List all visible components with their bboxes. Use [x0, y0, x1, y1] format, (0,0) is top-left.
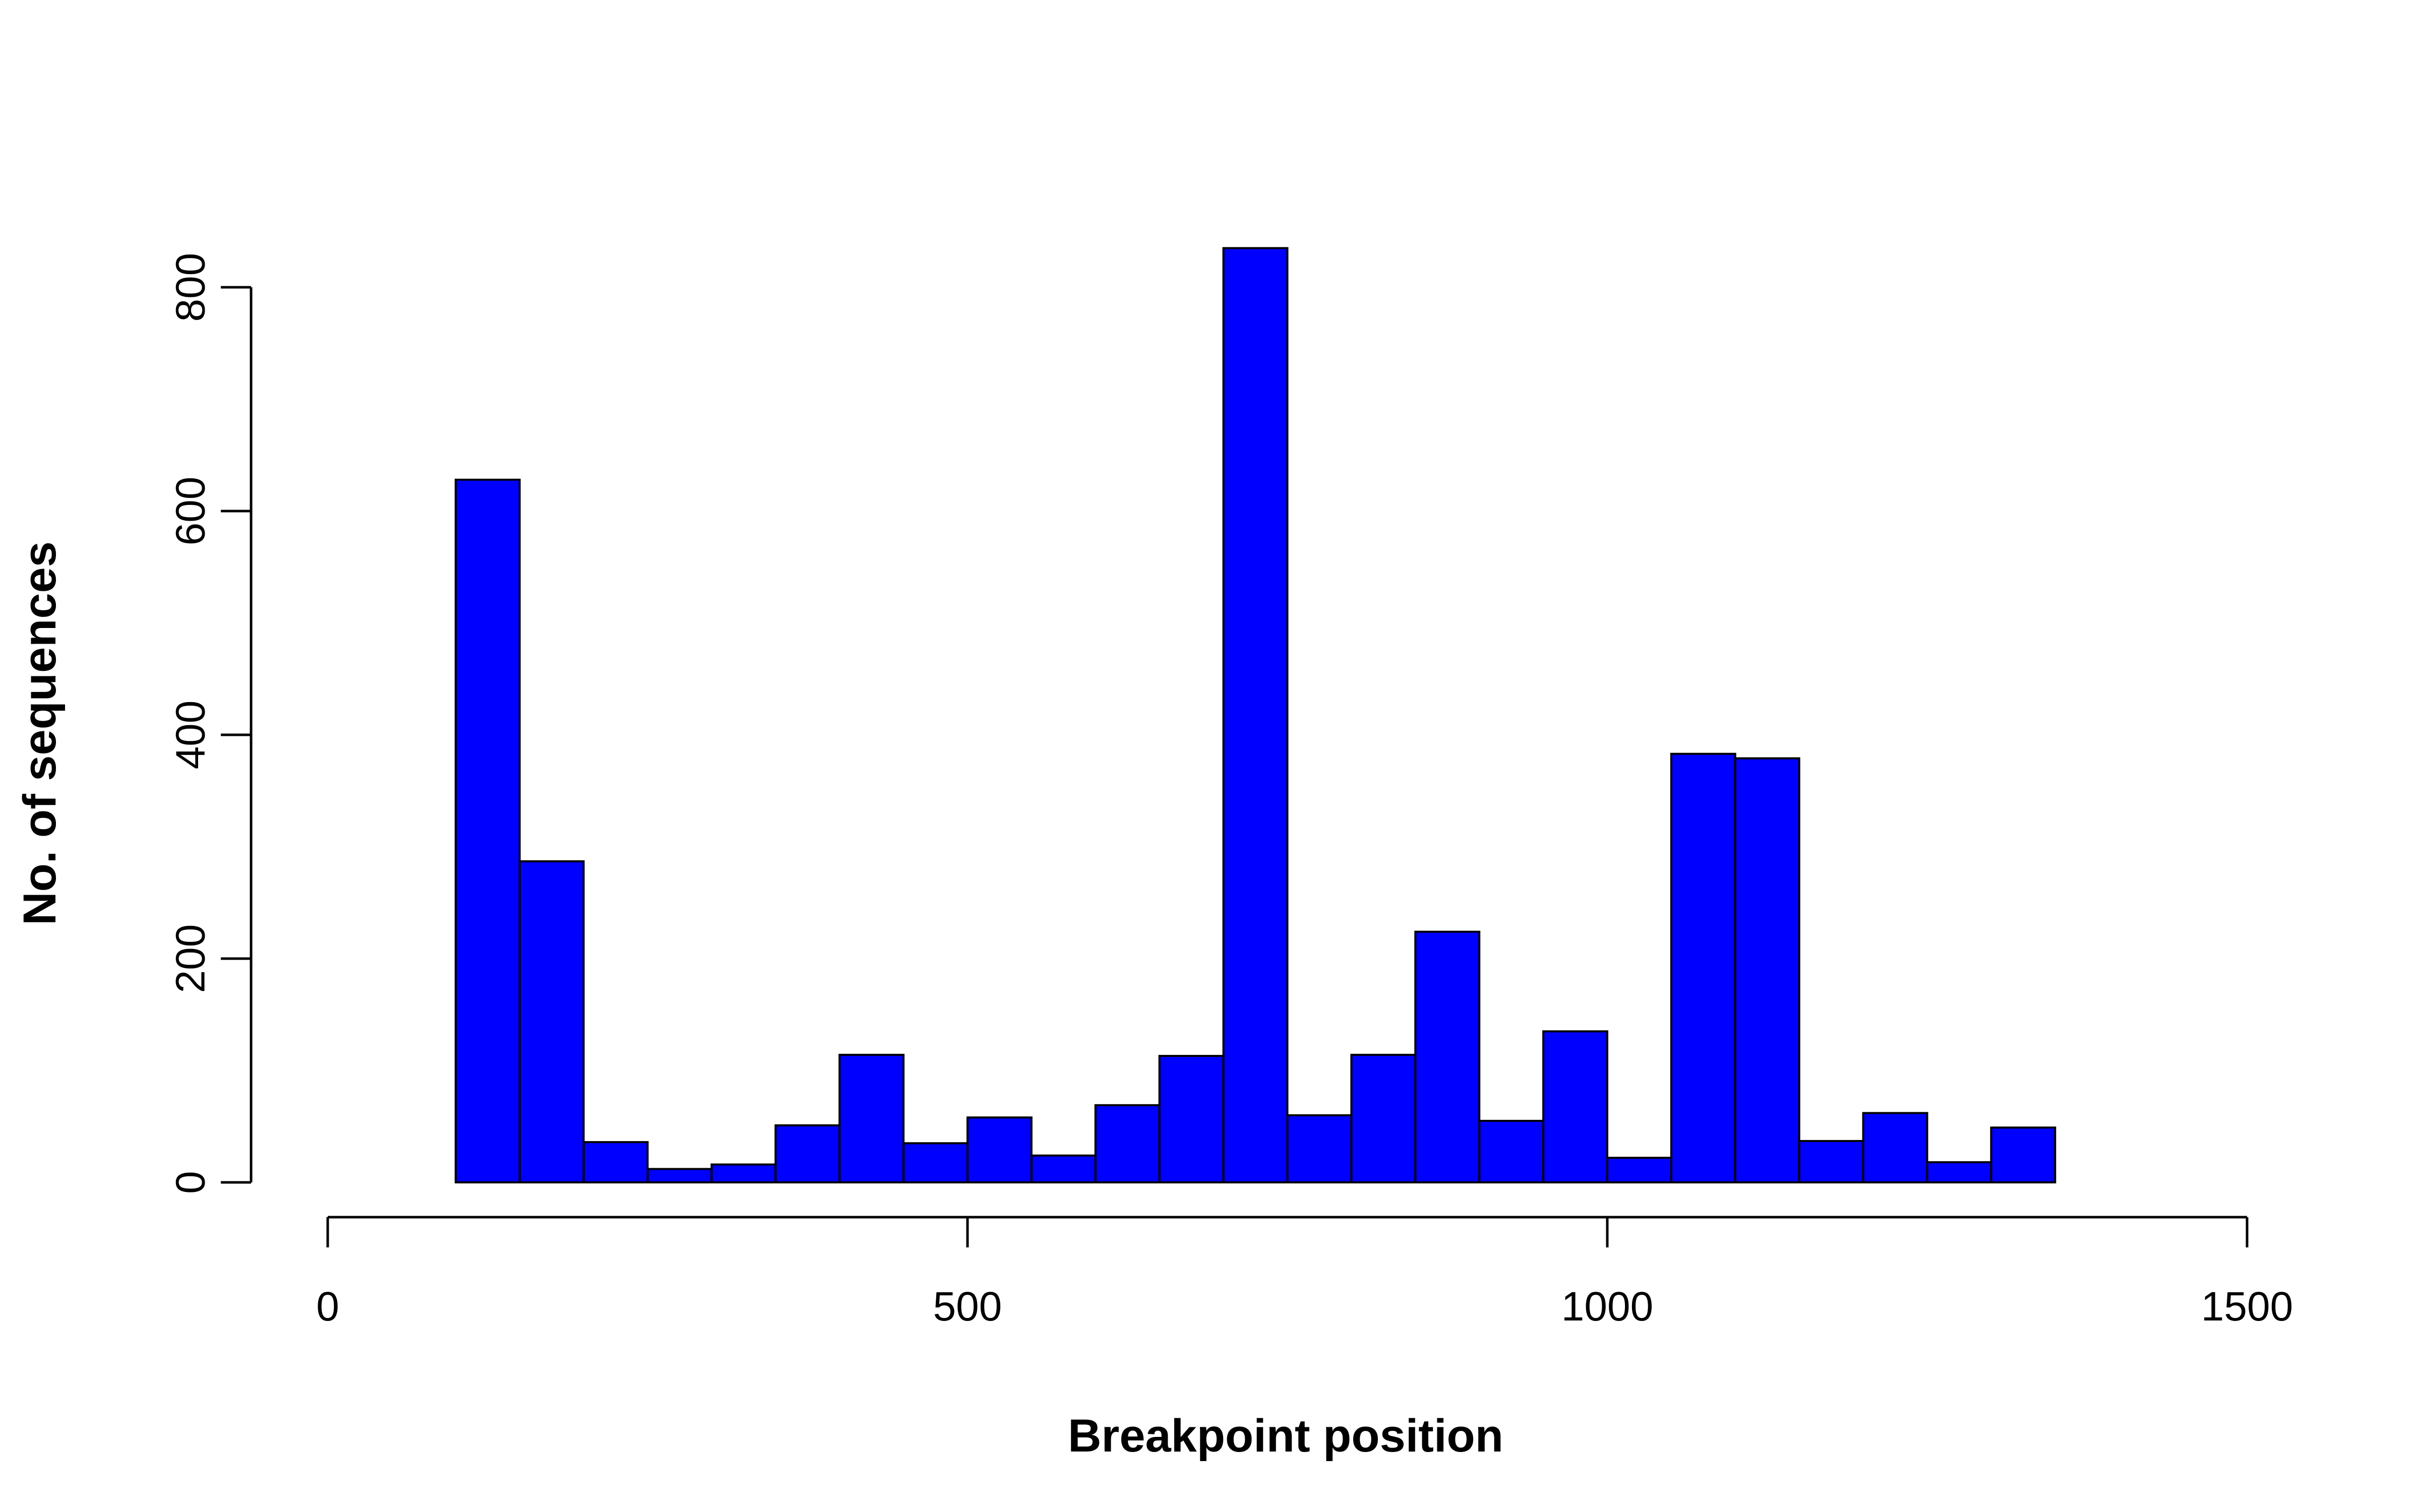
histogram-bar	[838, 1053, 905, 1183]
y-axis-title: No. of sequences	[14, 541, 66, 925]
histogram-bar	[1222, 247, 1289, 1183]
histogram-bar	[1862, 1112, 1928, 1183]
x-tick-label: 500	[933, 1284, 1002, 1330]
histogram-bar	[518, 860, 585, 1183]
histogram-bar	[1478, 1119, 1545, 1183]
histogram-bar	[710, 1163, 777, 1183]
histogram-bar	[902, 1142, 969, 1184]
y-axis: 0 200 400 600 800	[168, 253, 253, 1194]
histogram-bar	[1926, 1161, 1992, 1183]
x-axis: 0 500 1000 1500	[316, 1216, 2293, 1330]
x-axis-title: Breakpoint position	[1068, 1410, 1503, 1462]
histogram-bar	[966, 1116, 1033, 1183]
y-tick-label: 0	[168, 1171, 214, 1194]
histogram-bar	[774, 1124, 841, 1184]
histogram-bar	[1798, 1140, 1864, 1183]
y-tick-label: 800	[168, 253, 214, 322]
histogram-bar	[1350, 1053, 1417, 1183]
histogram-bar	[1158, 1055, 1225, 1184]
x-tick-label: 1500	[2201, 1284, 2293, 1330]
histogram-bar	[1286, 1114, 1353, 1184]
histogram-bar	[646, 1168, 713, 1183]
histogram-bar	[1542, 1030, 1609, 1184]
histogram-bar	[1670, 752, 1736, 1183]
histogram-bar	[1094, 1104, 1161, 1184]
histogram-bar	[1030, 1154, 1097, 1183]
y-tick-label: 200	[168, 924, 214, 993]
histogram-bars	[454, 247, 2056, 1184]
x-tick-label: 1000	[1561, 1284, 1653, 1330]
x-tick-label: 0	[316, 1284, 339, 1330]
histogram-bar	[1990, 1126, 2056, 1183]
y-tick-label: 600	[168, 477, 214, 546]
histogram-bar	[1606, 1157, 1672, 1183]
histogram-bar	[582, 1141, 649, 1184]
histogram-bar	[1734, 757, 1800, 1183]
histogram-bar	[454, 478, 521, 1183]
histogram-bar	[1414, 930, 1481, 1183]
y-tick-label: 400	[168, 701, 214, 770]
